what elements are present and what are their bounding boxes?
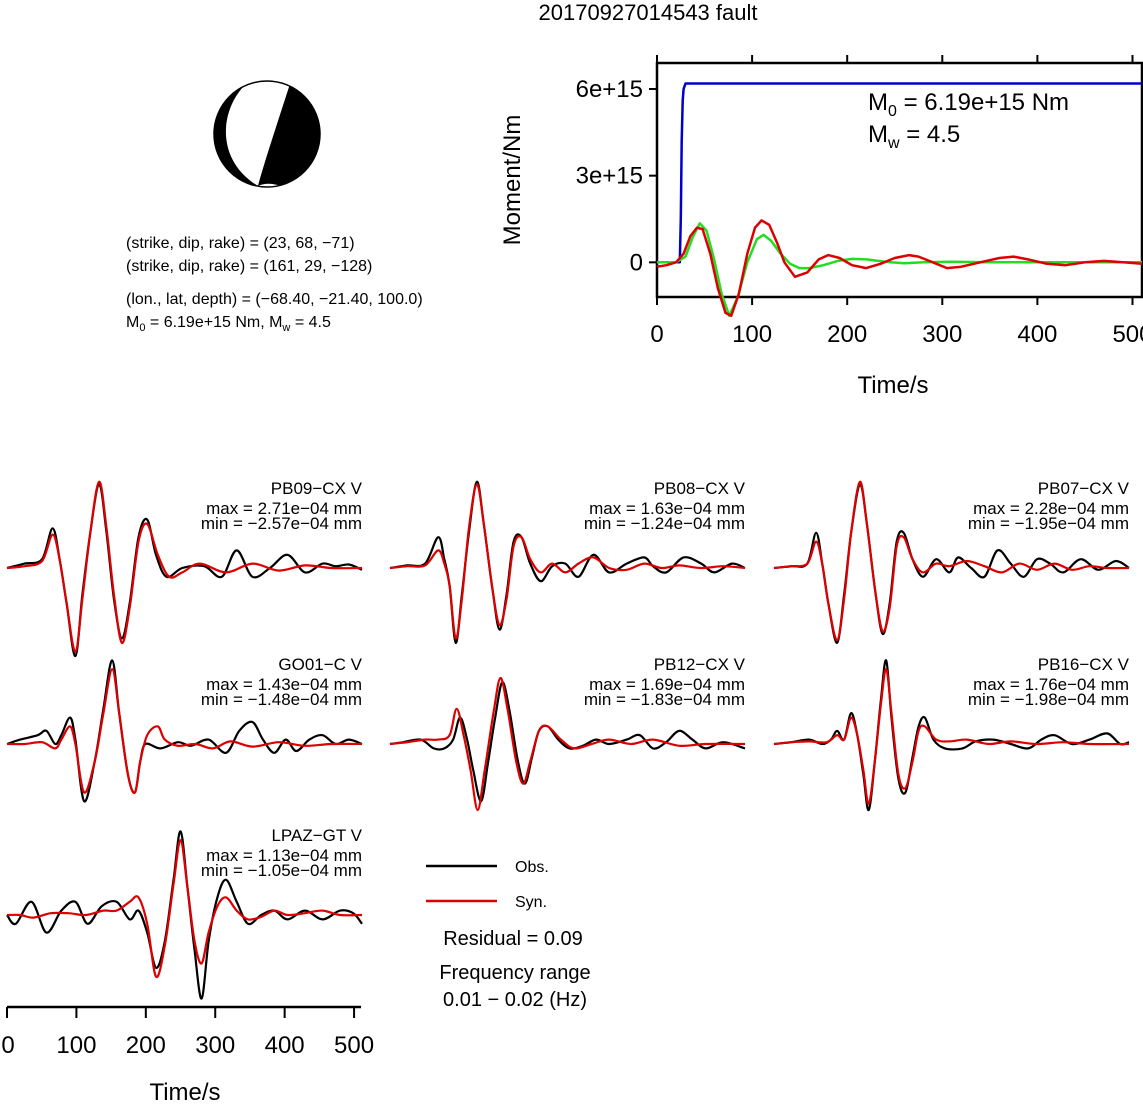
waveform-time-axis: Time/s 0 100 200 300 400 500 bbox=[1, 1005, 374, 1104]
moment-ytick-label: 0 bbox=[630, 249, 643, 276]
station-max: max = 1.63e−04 mm bbox=[589, 499, 745, 518]
syn-trace bbox=[6, 480, 363, 653]
beachball bbox=[213, 80, 321, 188]
legend: Obs. Syn. Residual = 0.09 Frequency rang… bbox=[426, 859, 591, 1011]
waveform-xtick-label: 200 bbox=[126, 1032, 166, 1059]
syn-trace bbox=[6, 839, 363, 979]
station-name: PB12−CX V bbox=[654, 655, 746, 674]
station-max: max = 1.13e−04 mm bbox=[206, 846, 362, 865]
figure-title: 20170927014543 fault bbox=[539, 0, 758, 25]
moment-ytick-label: 6e+15 bbox=[576, 76, 643, 103]
waveform-x-axis-label: Time/s bbox=[149, 1079, 220, 1104]
beachball-dilatational-lobe bbox=[225, 81, 290, 186]
location-line: (lon., lat, depth) = (−68.40, −21.40, 10… bbox=[126, 291, 423, 308]
waveform-xtick-label: 100 bbox=[56, 1032, 96, 1059]
legend-obs-label: Obs. bbox=[515, 859, 549, 876]
syn-trace bbox=[773, 480, 1130, 642]
station-name: LPAZ−GT V bbox=[271, 826, 362, 845]
station-name: PB09−CX V bbox=[271, 479, 363, 498]
moment-y-axis-label: Moment/Nm bbox=[499, 115, 526, 246]
station-min: min = −1.83e−04 mm bbox=[584, 690, 745, 709]
station-min: min = −1.48e−04 mm bbox=[201, 690, 362, 709]
station-name: PB16−CX V bbox=[1038, 655, 1130, 674]
moment-xtick-label: 0 bbox=[650, 321, 663, 348]
moment-series-1 bbox=[657, 222, 1142, 318]
station-max: max = 1.76e−04 mm bbox=[973, 675, 1129, 694]
frequency-title: Frequency range bbox=[439, 962, 590, 984]
moment-xtick-label: 300 bbox=[922, 321, 962, 348]
moment-plot-frame bbox=[655, 61, 1143, 299]
mechanism-line-2: (strike, dip, rake) = (161, 29, −128) bbox=[126, 258, 372, 275]
station-max: max = 1.69e−04 mm bbox=[589, 675, 745, 694]
mechanism-line-1: (strike, dip, rake) = (23, 68, −71) bbox=[126, 235, 355, 252]
moment-series-2 bbox=[656, 219, 1143, 318]
magnitude-line: M0 = 6.19e+15 Nm, Mw = 4.5 bbox=[126, 314, 331, 334]
station-min: min = −1.24e−04 mm bbox=[584, 514, 745, 533]
waveform-xtick-label: 300 bbox=[195, 1032, 235, 1059]
moment-series bbox=[656, 82, 1143, 318]
moment-xtick-label: 200 bbox=[827, 321, 867, 348]
mechanism-info: (strike, dip, rake) = (23, 68, −71) (str… bbox=[126, 235, 423, 334]
moment-y-axis: 0 3e+15 6e+15 bbox=[576, 76, 1143, 276]
legend-syn-label: Syn. bbox=[515, 894, 547, 911]
syn-trace bbox=[773, 668, 1130, 805]
moment-xtick-label: 500 bbox=[1112, 321, 1143, 348]
moment-x-axis: 0 100 200 300 400 500 bbox=[650, 55, 1143, 348]
station-min: min = −2.57e−04 mm bbox=[201, 514, 362, 533]
moment-series-0 bbox=[657, 82, 1142, 264]
moment-annotation-mw: Mw = 4.5 bbox=[868, 121, 960, 152]
obs-trace bbox=[6, 659, 363, 803]
station-max: max = 2.71e−04 mm bbox=[206, 499, 362, 518]
moment-xtick-label: 400 bbox=[1017, 321, 1057, 348]
frequency-value: 0.01 − 0.02 (Hz) bbox=[443, 989, 587, 1011]
syn-trace bbox=[389, 676, 746, 812]
station-max: max = 2.28e−04 mm bbox=[973, 499, 1129, 518]
waveform-xtick-label: 0 bbox=[1, 1032, 14, 1059]
syn-trace bbox=[6, 668, 363, 794]
residual-text: Residual = 0.09 bbox=[443, 928, 583, 950]
station-min: min = −1.05e−04 mm bbox=[201, 861, 362, 880]
station-name: PB08−CX V bbox=[654, 479, 746, 498]
moment-rate-chart: 0 3e+15 6e+15 0 100 200 300 400 500 Moment/Nm T… bbox=[499, 55, 1143, 399]
moment-x-axis-label: Time/s bbox=[857, 372, 928, 399]
station-name: PB07−CX V bbox=[1038, 479, 1130, 498]
beachball-outline bbox=[213, 80, 321, 188]
station-max: max = 1.43e−04 mm bbox=[206, 675, 362, 694]
waveform-xtick-label: 400 bbox=[265, 1032, 305, 1059]
station-min: min = −1.95e−04 mm bbox=[968, 514, 1129, 533]
moment-ytick-label: 3e+15 bbox=[576, 163, 643, 190]
station-name: GO01−C V bbox=[278, 655, 362, 674]
moment-xtick-label: 100 bbox=[732, 321, 772, 348]
waveform-xtick-label: 500 bbox=[334, 1032, 374, 1059]
syn-trace bbox=[389, 483, 746, 640]
moment-annotation-m0: M0 = 6.19e+15 Nm bbox=[868, 89, 1069, 120]
station-min: min = −1.98e−04 mm bbox=[968, 690, 1129, 709]
